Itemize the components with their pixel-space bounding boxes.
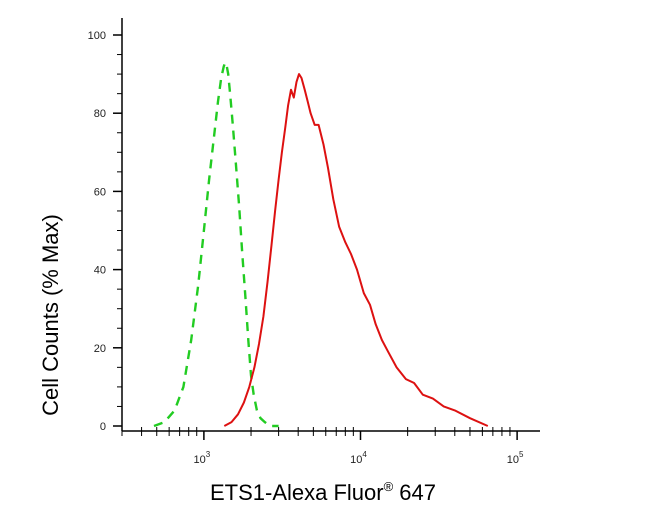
x-tick-base: 10 xyxy=(350,454,362,466)
y-tick-label: 60 xyxy=(94,186,106,198)
x-tick-label: 105 xyxy=(507,450,524,466)
y-axis-title: Cell Counts (% Max) xyxy=(38,214,63,416)
x-tick-base: 10 xyxy=(194,454,206,466)
y-tick-label: 0 xyxy=(100,421,106,433)
x-tick-label: 103 xyxy=(194,450,211,466)
y-tick-label: 100 xyxy=(88,30,106,42)
x-axis-title-registered: ® xyxy=(384,479,394,494)
control-histogram-line xyxy=(153,61,279,428)
x-tick-exponent: 4 xyxy=(362,450,367,459)
x-tick-label: 104 xyxy=(350,450,367,466)
x-axis-title-main: ETS1-Alexa Fluor xyxy=(210,480,384,505)
y-tick-label: 80 xyxy=(94,108,106,120)
y-tick-label: 20 xyxy=(94,343,106,355)
x-tick-exponent: 5 xyxy=(519,450,524,459)
x-tick-exponent: 3 xyxy=(206,450,211,459)
y-tick-label: 40 xyxy=(94,265,106,277)
x-axis-title-suffix: 647 xyxy=(393,480,436,505)
x-tick-base: 10 xyxy=(507,454,519,466)
sample-histogram-line xyxy=(223,73,489,427)
x-axis-title: ETS1-Alexa Fluor® 647 xyxy=(210,479,436,505)
